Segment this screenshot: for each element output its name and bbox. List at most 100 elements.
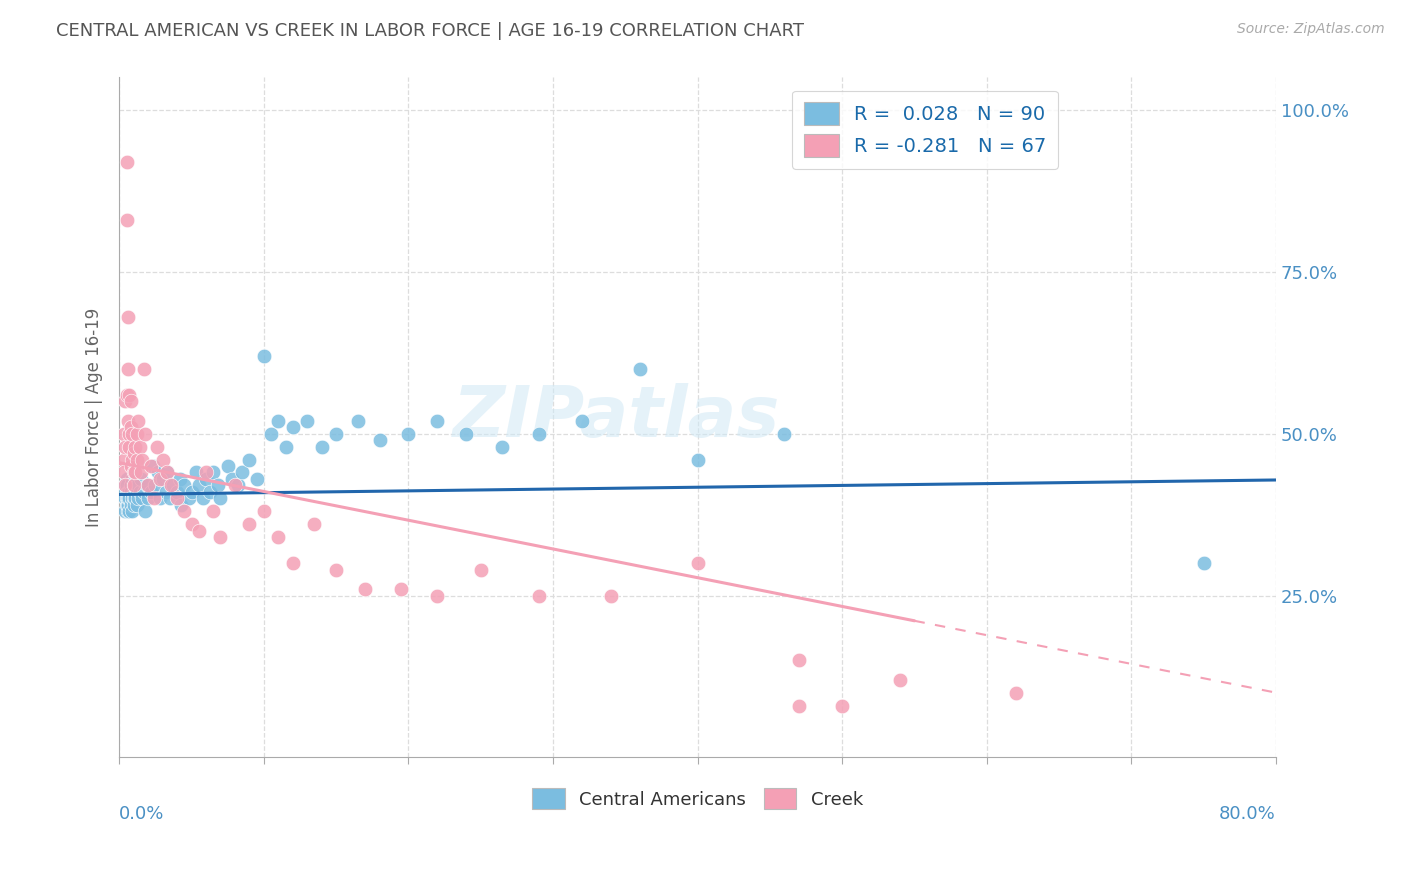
Point bbox=[139, 458, 162, 473]
Legend: Central Americans, Creek: Central Americans, Creek bbox=[524, 781, 870, 816]
Point bbox=[131, 452, 153, 467]
Point bbox=[125, 426, 148, 441]
Point bbox=[149, 472, 172, 486]
Point bbox=[202, 504, 225, 518]
Point bbox=[131, 491, 153, 506]
Point bbox=[571, 414, 593, 428]
Point bbox=[231, 466, 253, 480]
Point bbox=[120, 420, 142, 434]
Point bbox=[143, 491, 166, 506]
Point bbox=[187, 524, 209, 538]
Point bbox=[156, 466, 179, 480]
Text: Source: ZipAtlas.com: Source: ZipAtlas.com bbox=[1237, 22, 1385, 37]
Point bbox=[121, 426, 143, 441]
Point bbox=[120, 498, 142, 512]
Point bbox=[122, 491, 145, 506]
Point bbox=[115, 388, 138, 402]
Point bbox=[491, 440, 513, 454]
Point bbox=[238, 452, 260, 467]
Point bbox=[166, 484, 188, 499]
Point bbox=[117, 491, 139, 506]
Point bbox=[120, 458, 142, 473]
Point bbox=[389, 582, 412, 596]
Point bbox=[115, 491, 138, 506]
Point bbox=[224, 478, 246, 492]
Point bbox=[125, 498, 148, 512]
Point bbox=[114, 484, 136, 499]
Point bbox=[127, 491, 149, 506]
Point bbox=[200, 484, 222, 499]
Point bbox=[304, 517, 326, 532]
Point bbox=[117, 484, 139, 499]
Point bbox=[125, 452, 148, 467]
Point bbox=[470, 563, 492, 577]
Point bbox=[195, 472, 218, 486]
Point bbox=[139, 484, 162, 499]
Point bbox=[117, 491, 139, 506]
Point bbox=[169, 472, 191, 486]
Point bbox=[117, 362, 139, 376]
Point bbox=[124, 440, 146, 454]
Point bbox=[354, 582, 377, 596]
Point bbox=[115, 154, 138, 169]
Point bbox=[159, 491, 181, 506]
Point bbox=[122, 478, 145, 492]
Point bbox=[124, 466, 146, 480]
Point bbox=[311, 440, 333, 454]
Point bbox=[152, 452, 174, 467]
Point bbox=[121, 452, 143, 467]
Point bbox=[166, 491, 188, 506]
Point bbox=[120, 484, 142, 499]
Point bbox=[117, 504, 139, 518]
Point bbox=[267, 530, 290, 544]
Point bbox=[325, 563, 347, 577]
Point bbox=[325, 426, 347, 441]
Point bbox=[173, 504, 195, 518]
Point bbox=[155, 484, 177, 499]
Point bbox=[238, 517, 260, 532]
Point bbox=[246, 472, 269, 486]
Point bbox=[129, 472, 152, 486]
Point bbox=[117, 310, 139, 324]
Point bbox=[114, 440, 136, 454]
Point bbox=[121, 491, 143, 506]
Point bbox=[136, 478, 159, 492]
Point bbox=[1192, 556, 1215, 570]
Point bbox=[118, 388, 141, 402]
Point bbox=[118, 426, 141, 441]
Point bbox=[202, 466, 225, 480]
Point bbox=[118, 491, 141, 506]
Point bbox=[162, 478, 184, 492]
Point bbox=[124, 491, 146, 506]
Point bbox=[253, 349, 276, 363]
Point bbox=[599, 589, 621, 603]
Point bbox=[180, 484, 202, 499]
Point bbox=[125, 484, 148, 499]
Point bbox=[134, 504, 156, 518]
Point bbox=[115, 498, 138, 512]
Point bbox=[207, 478, 229, 492]
Point bbox=[191, 491, 214, 506]
Point bbox=[177, 491, 200, 506]
Point bbox=[281, 420, 304, 434]
Text: CENTRAL AMERICAN VS CREEK IN LABOR FORCE | AGE 16-19 CORRELATION CHART: CENTRAL AMERICAN VS CREEK IN LABOR FORCE… bbox=[56, 22, 804, 40]
Point bbox=[221, 472, 243, 486]
Point bbox=[127, 414, 149, 428]
Point bbox=[128, 484, 150, 499]
Point bbox=[217, 458, 239, 473]
Text: 80.0%: 80.0% bbox=[1219, 805, 1277, 823]
Point bbox=[426, 414, 449, 428]
Point bbox=[114, 491, 136, 506]
Point bbox=[121, 472, 143, 486]
Point bbox=[148, 466, 170, 480]
Point bbox=[115, 478, 138, 492]
Point bbox=[122, 484, 145, 499]
Text: 0.0%: 0.0% bbox=[120, 805, 165, 823]
Point bbox=[114, 394, 136, 409]
Point bbox=[226, 478, 249, 492]
Point bbox=[117, 498, 139, 512]
Point bbox=[274, 440, 297, 454]
Point bbox=[156, 466, 179, 480]
Point bbox=[456, 426, 478, 441]
Point bbox=[118, 484, 141, 499]
